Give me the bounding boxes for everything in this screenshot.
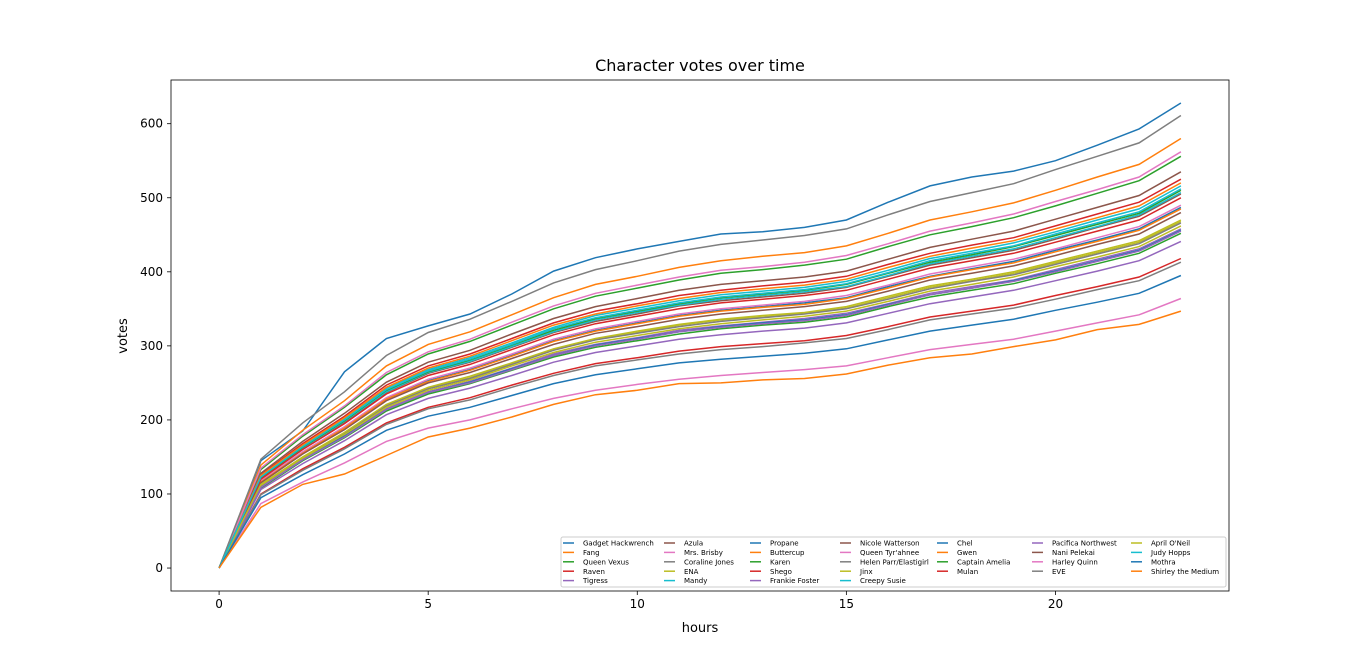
legend-label: Mulan (957, 568, 978, 576)
x-tick-label: 20 (1048, 597, 1063, 611)
series-line-29 (218, 188, 1182, 569)
legend-label: Fang (583, 549, 600, 557)
legend-label: Shirley the Medium (1151, 568, 1219, 576)
legend-label: Mrs. Brisby (684, 549, 723, 557)
legend-label: Propane (770, 540, 799, 548)
x-axis-label: hours (682, 621, 719, 636)
y-tick-label: 100 (140, 487, 163, 501)
legend-label: Judy Hopps (1150, 549, 1191, 557)
chart-title: Character votes over time (595, 56, 805, 75)
legend-label: Helen Parr/Elastigirl (860, 558, 929, 566)
legend-label: Pacifica Northwest (1052, 540, 1117, 548)
series-line-26 (218, 297, 1182, 569)
axes-frame (170, 79, 1230, 592)
y-tick-label: 200 (140, 413, 163, 427)
legend-label: Azula (684, 540, 703, 548)
legend-label: ENA (684, 568, 699, 576)
y-tick-label: 0 (155, 561, 163, 575)
legend-label: Captain Amelia (957, 558, 1010, 566)
series-line-13 (218, 257, 1182, 569)
x-tick-label: 15 (839, 597, 854, 611)
legend-label: Chel (957, 540, 973, 548)
y-axis-label: votes (116, 318, 131, 354)
legend-label: Karen (770, 558, 790, 566)
legend-label: Buttercup (770, 549, 805, 557)
series-line-24 (218, 230, 1182, 569)
series-line-2 (218, 155, 1182, 569)
legend-box (560, 536, 1227, 588)
series-line-7 (218, 114, 1182, 569)
series-line-18 (218, 225, 1182, 569)
y-tick-label: 300 (140, 339, 163, 353)
series-line-21 (218, 208, 1182, 569)
series-line-19 (218, 191, 1182, 569)
legend-label: Mandy (684, 577, 707, 585)
legend-label: EVE (1052, 568, 1066, 576)
series-line-5 (218, 171, 1182, 569)
legend-label: Queen Tyr'ahnee (860, 549, 919, 557)
x-tick-label: 5 (424, 597, 432, 611)
series-line-12 (218, 232, 1182, 569)
series-line-6 (218, 151, 1182, 569)
legend-label: April O'Neil (1151, 540, 1190, 548)
series-line-1 (218, 137, 1182, 569)
y-tick-label: 600 (140, 117, 163, 131)
legend-label: Tigress (582, 577, 608, 585)
legend-label: Mothra (1151, 558, 1176, 566)
plot-lines (218, 102, 1182, 569)
x-tick-label: 0 (215, 597, 223, 611)
series-line-14 (218, 240, 1182, 569)
legend-label: Shego (770, 568, 792, 576)
legend-label: Frankie Foster (770, 577, 819, 585)
legend-label: Queen Vexus (583, 558, 629, 566)
legend-label: Gadget Hackwrench (583, 540, 654, 548)
series-line-3 (218, 178, 1182, 569)
series-line-25 (218, 211, 1182, 569)
legend-label: Coraline Jones (684, 558, 734, 566)
series-line-23 (218, 197, 1182, 569)
y-tick-label: 500 (140, 191, 163, 205)
series-line-27 (218, 261, 1182, 569)
series-line-30 (218, 274, 1182, 569)
series-line-17 (218, 222, 1182, 569)
series-line-31 (218, 310, 1182, 569)
series-line-28 (218, 219, 1182, 569)
legend-label: Gwen (957, 549, 977, 557)
legend-label: Nicole Watterson (860, 540, 920, 548)
series-line-16 (218, 204, 1182, 569)
legend-label: Nani Pelekai (1052, 549, 1095, 557)
legend-label: Harley Quinn (1052, 558, 1098, 566)
legend-label: Creepy Susie (860, 577, 906, 585)
legend-label: Jinx (859, 568, 873, 576)
x-tick-label: 10 (630, 597, 645, 611)
series-line-11 (218, 182, 1182, 569)
legend-label: Raven (583, 568, 605, 576)
y-tick-label: 400 (140, 265, 163, 279)
series-line-0 (218, 102, 1182, 569)
